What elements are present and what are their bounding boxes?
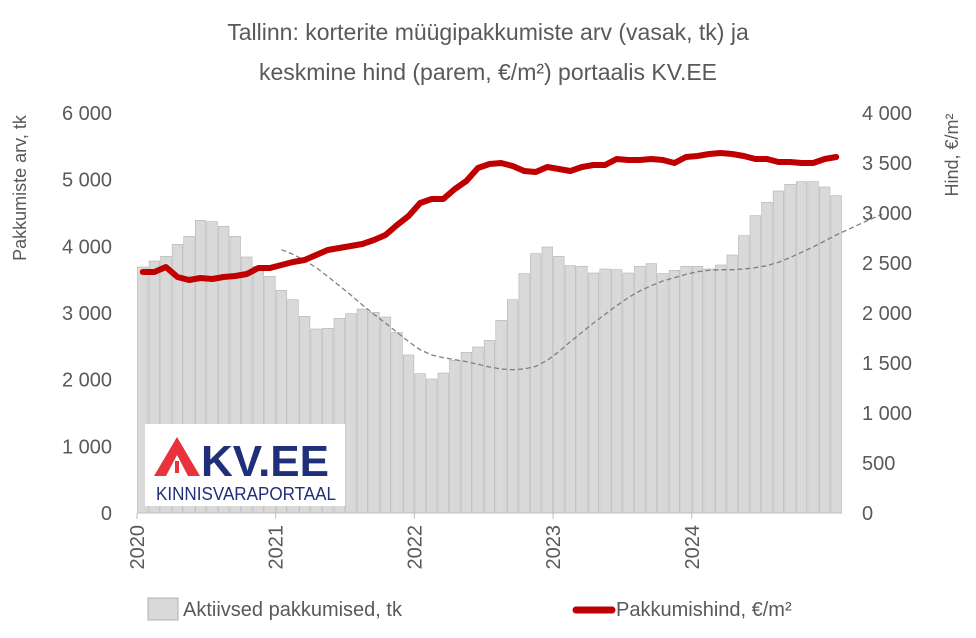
trend-line-dashed bbox=[281, 213, 883, 371]
bar bbox=[599, 268, 611, 514]
y-right-tick-label: 3 000 bbox=[862, 203, 912, 225]
bar bbox=[784, 184, 796, 514]
bar bbox=[368, 312, 380, 514]
bar bbox=[437, 372, 449, 514]
bar bbox=[587, 272, 600, 514]
bar bbox=[345, 313, 357, 514]
x-tick-label: 2020 bbox=[127, 525, 149, 570]
y-left-tick-label: 4 000 bbox=[62, 236, 112, 258]
bar bbox=[541, 246, 553, 514]
bar bbox=[819, 186, 831, 514]
chart-title-line-1: Tallinn: korterite müügipakkumiste arv (… bbox=[227, 19, 749, 45]
bar bbox=[472, 346, 484, 514]
bar bbox=[657, 273, 669, 514]
bar bbox=[553, 256, 565, 514]
y-right-tick-label: 500 bbox=[862, 453, 895, 475]
legend: Aktiivsed pakkumised, tk Pakkumishind, €… bbox=[147, 597, 792, 621]
y-left-tick-label: 2 000 bbox=[62, 370, 112, 392]
bar bbox=[576, 266, 588, 514]
legend-label-bars: Aktiivsed pakkumised, tk bbox=[183, 599, 403, 621]
bar bbox=[726, 254, 738, 514]
bar bbox=[449, 360, 461, 514]
y-right-tick-label: 1 500 bbox=[862, 353, 912, 375]
bar bbox=[634, 266, 646, 514]
bar bbox=[668, 270, 681, 514]
bar bbox=[715, 264, 727, 514]
bar bbox=[507, 299, 519, 514]
y-right-tick-label: 2 000 bbox=[862, 303, 912, 325]
chart-title-line-2: keskmine hind (parem, €/m²) portaalis KV… bbox=[259, 59, 717, 85]
bar bbox=[564, 265, 576, 514]
bar bbox=[691, 266, 704, 514]
bar bbox=[772, 190, 785, 514]
bar bbox=[680, 266, 692, 514]
bar bbox=[738, 235, 750, 514]
x-tick-label: 2023 bbox=[543, 525, 565, 570]
y-axis-right-ticks: 0 500 1 000 1 500 2 000 2 500 3 000 3 500 4 000 bbox=[862, 103, 912, 525]
bar bbox=[403, 354, 415, 514]
y-axis-left-title: Pakkumiste arv, tk bbox=[10, 114, 30, 261]
bar bbox=[807, 181, 819, 514]
line-layer bbox=[139, 150, 883, 371]
bar bbox=[356, 308, 368, 514]
y-axis-right-title: Hind, €/m² bbox=[942, 113, 962, 196]
bar bbox=[530, 253, 542, 514]
bar bbox=[426, 378, 438, 514]
y-right-tick-label: 4 000 bbox=[862, 103, 912, 125]
y-left-tick-label: 3 000 bbox=[62, 303, 112, 325]
legend-label-line: Pakkumishind, €/m² bbox=[616, 599, 792, 621]
y-axis-left-ticks: 0 1 000 2 000 3 000 4 000 5 000 6 000 bbox=[62, 103, 112, 525]
bar bbox=[611, 269, 623, 514]
x-tick-label: 2024 bbox=[682, 525, 704, 570]
bar bbox=[518, 273, 530, 514]
x-tick-label: 2021 bbox=[266, 525, 288, 570]
bar bbox=[645, 263, 657, 514]
y-left-tick-label: 1 000 bbox=[62, 436, 112, 458]
bar bbox=[460, 352, 472, 514]
bar bbox=[495, 320, 507, 514]
y-left-tick-label: 6 000 bbox=[62, 103, 112, 125]
y-right-tick-label: 3 500 bbox=[862, 153, 912, 175]
bar bbox=[483, 340, 496, 514]
y-right-tick-label: 0 bbox=[862, 503, 873, 525]
bar-series-active-listings bbox=[137, 181, 842, 514]
bar bbox=[379, 316, 392, 514]
logo-subtitle: KINNISVARAPORTAAL bbox=[156, 484, 336, 504]
house-arrow-icon bbox=[154, 437, 200, 476]
y-right-tick-label: 2 500 bbox=[862, 253, 912, 275]
y-left-tick-label: 0 bbox=[101, 503, 112, 525]
kv-ee-logo: KV.EE KINNISVARAPORTAAL bbox=[145, 424, 345, 506]
bar bbox=[761, 202, 773, 514]
bar bbox=[795, 181, 808, 514]
bar bbox=[414, 373, 426, 514]
bar bbox=[622, 272, 634, 514]
bar bbox=[391, 332, 403, 514]
y-left-tick-label: 5 000 bbox=[62, 170, 112, 192]
x-axis-ticks: 2020 2021 2022 2023 2024 bbox=[127, 513, 704, 570]
bar bbox=[703, 268, 715, 514]
x-tick-label: 2022 bbox=[404, 525, 426, 570]
bar bbox=[830, 195, 842, 514]
legend-swatch-bars bbox=[147, 597, 179, 621]
y-right-tick-label: 1 000 bbox=[862, 403, 912, 425]
price-line bbox=[139, 150, 840, 283]
logo-brand: KV.EE bbox=[201, 437, 329, 486]
bar bbox=[749, 215, 761, 514]
